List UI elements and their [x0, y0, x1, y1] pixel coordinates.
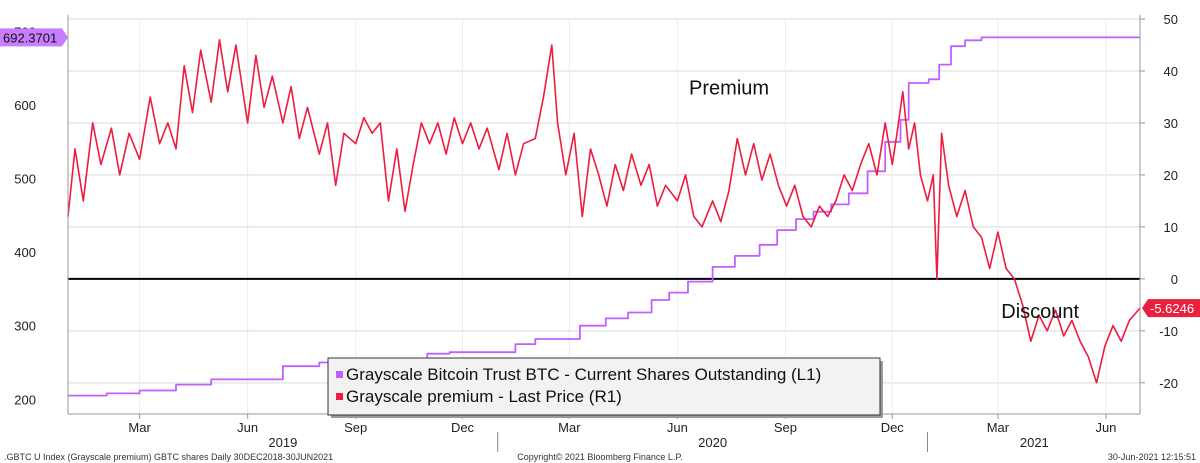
axes	[67, 15, 1141, 415]
right-tick-label: 30	[1164, 116, 1178, 131]
x-month-label: Mar	[558, 420, 581, 435]
footer-center: Copyright© 2021 Bloomberg Finance L.P.	[517, 452, 683, 462]
premium-line	[67, 39, 1141, 384]
x-month-label: Dec	[881, 420, 905, 435]
left-badge-text: 692.3701	[3, 30, 57, 45]
x-month-label: Sep	[774, 420, 797, 435]
right-tick-label: 50	[1164, 12, 1178, 27]
legend-box	[327, 357, 881, 416]
right-tick-label: 0	[1171, 272, 1178, 287]
left-tick-label: 300	[14, 319, 36, 334]
x-month-label: Sep	[344, 420, 367, 435]
x-year-label: 2019	[268, 435, 297, 450]
left-tick-label: 400	[14, 245, 36, 260]
annotations: Premium Discount	[689, 77, 1080, 322]
right-badge-text: -5.6246	[1150, 301, 1194, 316]
right-tick-label: -10	[1159, 324, 1178, 339]
annotation-text: Premium	[689, 77, 769, 99]
x-month-label: Jun	[1095, 420, 1116, 435]
legend: Grayscale Bitcoin Trust BTC - Current Sh…	[327, 357, 883, 418]
right-tick-label: -20	[1159, 376, 1178, 391]
left-tick-label: 500	[14, 172, 36, 187]
x-month-label: Mar	[987, 420, 1010, 435]
footer-left: .GBTC U Index (Grayscale premium) GBTC s…	[4, 452, 333, 462]
left-axis-ticks: 200300400500600700	[14, 25, 36, 408]
gridlines	[68, 18, 1140, 414]
legend-swatch	[336, 371, 343, 378]
x-year-label: 2020	[698, 435, 727, 450]
left-tick-label: 200	[14, 392, 36, 407]
left-tick-label: 600	[14, 98, 36, 113]
right-tick-label: 10	[1164, 220, 1178, 235]
x-month-label: Jun	[237, 420, 258, 435]
right-tick-label: 20	[1164, 168, 1178, 183]
footer-right: 30-Jun-2021 12:15:51	[1108, 452, 1196, 462]
last-value-badges: 692.3701 -5.6246	[0, 28, 1200, 318]
left-badge-bg	[0, 28, 62, 47]
right-tick-label: 40	[1164, 64, 1178, 79]
legend-swatch	[336, 393, 343, 400]
left-badge-arrow	[62, 28, 68, 47]
right-badge-arrow	[1142, 299, 1148, 318]
x-month-label: Jun	[667, 420, 688, 435]
legend-label: Grayscale Bitcoin Trust BTC - Current Sh…	[346, 365, 821, 384]
x-month-label: Mar	[128, 420, 151, 435]
shares-outstanding-line	[68, 36, 1140, 397]
right-axis-ticks: -20 -10 0 10 20 30 40 50	[1140, 12, 1178, 391]
x-year-label: 2021	[1020, 435, 1049, 450]
legend-label: Grayscale premium - Last Price (R1)	[346, 387, 622, 406]
annotation-text: Discount	[1001, 301, 1079, 323]
right-badge-bg	[1148, 299, 1200, 318]
x-month-label: Dec	[451, 420, 475, 435]
year-separators	[497, 432, 928, 452]
plot-area	[67, 36, 1141, 397]
x-axis-ticks: Mar Jun Sep Dec Mar Jun Sep Dec Mar Jun 2019 2020 20…	[128, 414, 1116, 450]
